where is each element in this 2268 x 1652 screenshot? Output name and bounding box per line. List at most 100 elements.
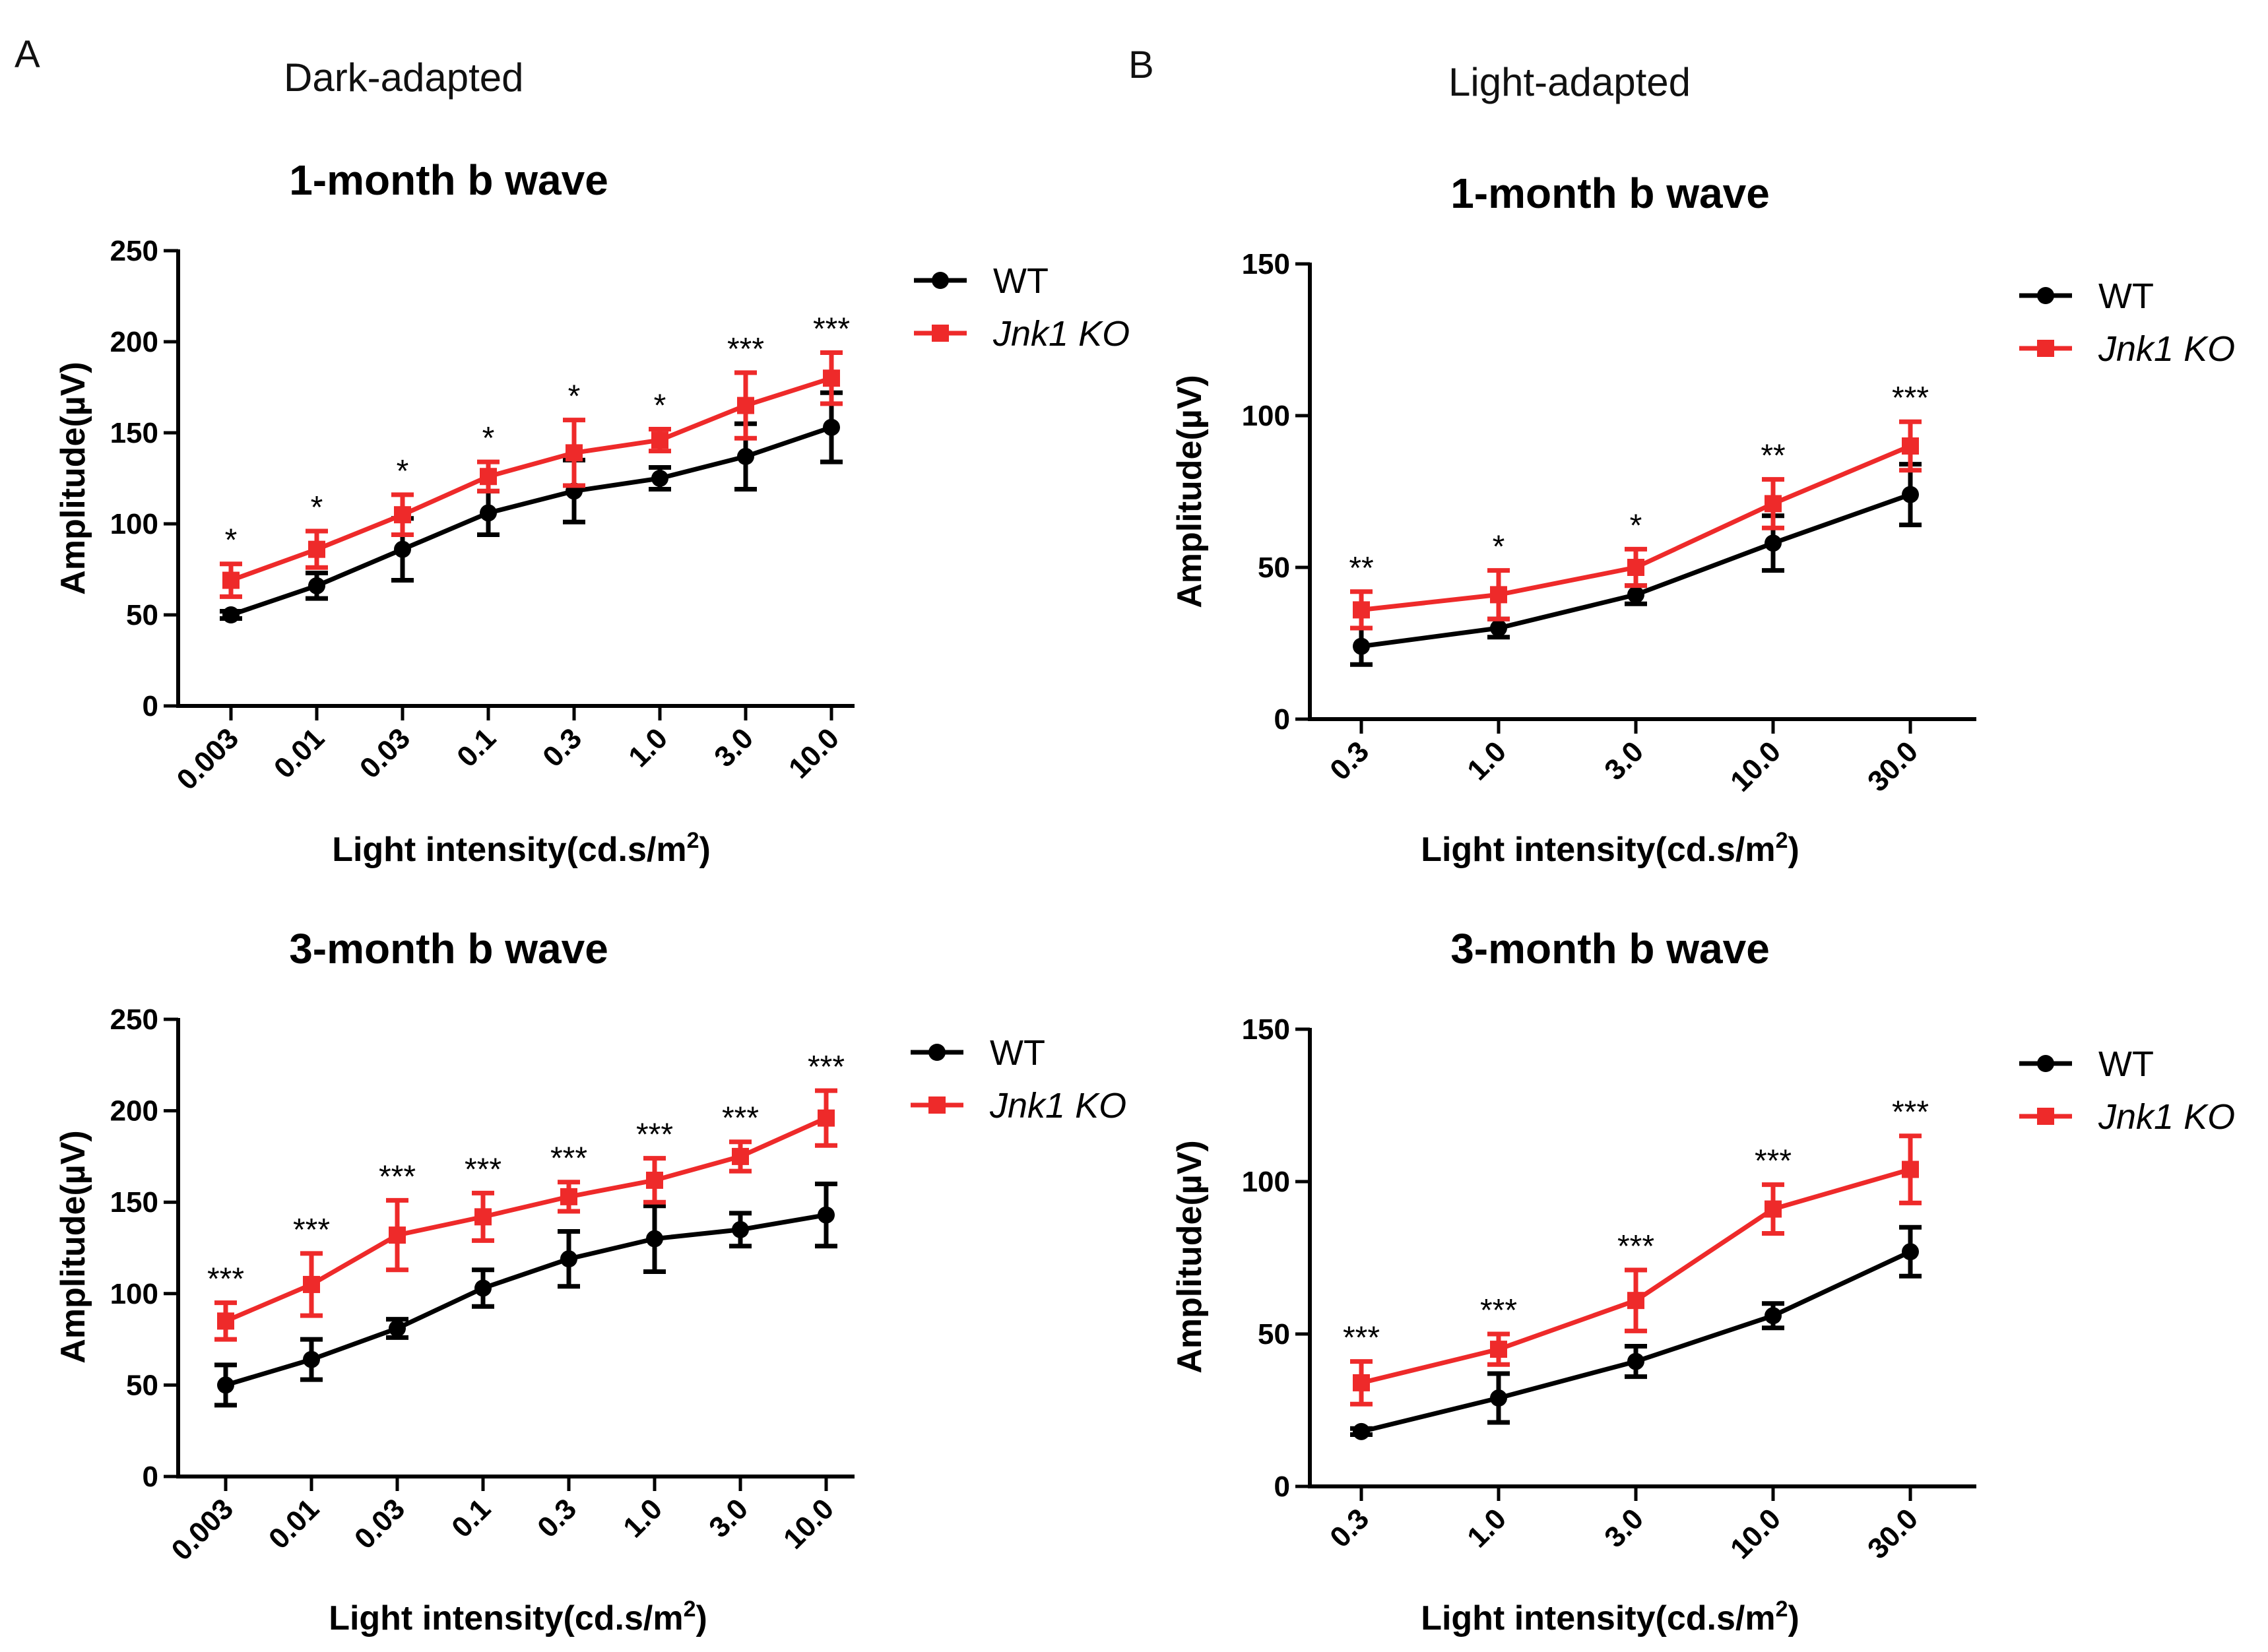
x-tick-label: 3.0 bbox=[1598, 1502, 1650, 1554]
data-point-ko bbox=[646, 1171, 663, 1189]
data-point-wt bbox=[1627, 586, 1644, 604]
y-axis-label: Amplitude(µV) bbox=[54, 1130, 92, 1364]
legend-marker-ko bbox=[932, 325, 949, 342]
y-tick-label: 250 bbox=[110, 1003, 158, 1036]
y-tick-label: 100 bbox=[110, 1278, 158, 1310]
data-point-ko bbox=[389, 1226, 406, 1244]
x-tick-label: 1.0 bbox=[622, 722, 674, 773]
x-axis-label: Light intensity(cd.s/m2) bbox=[1421, 1597, 1799, 1637]
chart-title: 3-month b wave bbox=[1450, 925, 1770, 972]
data-point-wt bbox=[1353, 1422, 1370, 1440]
legend-label-wt: WT bbox=[993, 261, 1049, 301]
data-point-wt bbox=[1627, 1352, 1644, 1370]
chart-title: 3-month b wave bbox=[289, 925, 608, 972]
significance-marker: *** bbox=[293, 1213, 330, 1248]
x-tick-label: 0.3 bbox=[1324, 735, 1375, 786]
data-point-ko bbox=[737, 397, 754, 414]
data-point-ko bbox=[732, 1147, 749, 1165]
legend-label-ko: Jnk1 KO bbox=[989, 1086, 1126, 1126]
y-axis-label: Amplitude(µV) bbox=[1171, 375, 1209, 608]
legend-marker-ko bbox=[2037, 1108, 2054, 1125]
data-point-ko bbox=[1765, 1200, 1782, 1218]
x-tick-label: 10.0 bbox=[1724, 735, 1787, 798]
significance-marker: *** bbox=[727, 332, 764, 367]
data-point-wt bbox=[823, 418, 840, 436]
data-point-wt bbox=[818, 1206, 835, 1224]
data-point-wt bbox=[1490, 620, 1507, 637]
significance-marker: *** bbox=[207, 1262, 244, 1297]
series-wt bbox=[220, 390, 843, 623]
significance-marker: *** bbox=[1480, 1293, 1517, 1328]
significance-marker: ** bbox=[1761, 439, 1785, 474]
data-point-ko bbox=[1353, 1374, 1370, 1391]
significance-marker: * bbox=[482, 421, 495, 456]
data-point-ko bbox=[1902, 1160, 1919, 1178]
y-tick-label: 150 bbox=[110, 417, 158, 449]
data-point-ko bbox=[308, 540, 325, 558]
y-tick-label: 150 bbox=[110, 1186, 158, 1219]
x-tick-label: 10.0 bbox=[1724, 1502, 1787, 1565]
panel-label-b: B bbox=[1128, 44, 1154, 86]
significance-marker: * bbox=[225, 523, 238, 558]
data-point-ko bbox=[651, 431, 668, 449]
x-tick-label: 0.1 bbox=[445, 1492, 497, 1544]
data-point-ko bbox=[1627, 559, 1644, 576]
y-tick-label: 0 bbox=[1274, 1471, 1290, 1503]
y-tick-label: 0 bbox=[143, 690, 158, 722]
significance-marker: *** bbox=[808, 1050, 845, 1085]
legend-marker-wt bbox=[932, 272, 949, 289]
x-tick-label: 10.0 bbox=[783, 722, 845, 784]
x-tick-label: 0.003 bbox=[166, 1492, 240, 1567]
y-tick-label: 50 bbox=[1258, 1318, 1290, 1350]
data-point-ko bbox=[1627, 1292, 1644, 1310]
x-tick-label: 1.0 bbox=[617, 1492, 668, 1544]
charts-group: 1-month b wave 0 50 100 150 200 250 0.003 0.01 0.… bbox=[54, 156, 2235, 1637]
data-point-wt bbox=[732, 1221, 749, 1238]
significance-marker: *** bbox=[636, 1118, 673, 1153]
data-point-ko bbox=[222, 571, 240, 589]
data-point-ko bbox=[303, 1275, 320, 1293]
y-tick-label: 100 bbox=[1242, 400, 1290, 432]
data-point-ko bbox=[480, 468, 497, 486]
section-title-dark: Dark-adapted bbox=[284, 55, 524, 100]
series-wt bbox=[1350, 1224, 1922, 1440]
legend-label-wt: WT bbox=[2098, 1044, 2154, 1084]
y-tick-label: 150 bbox=[1242, 1013, 1290, 1046]
series-line bbox=[230, 375, 833, 583]
series-jnk1-ko bbox=[220, 350, 843, 599]
x-tick-label: 1.0 bbox=[1461, 735, 1512, 786]
y-tick-label: 100 bbox=[1242, 1166, 1290, 1198]
data-point-ko bbox=[1353, 601, 1370, 619]
significance-marker: * bbox=[654, 388, 666, 423]
chart-title: 1-month b wave bbox=[289, 156, 608, 204]
y-tick-label: 50 bbox=[126, 599, 158, 631]
x-tick-label: 3.0 bbox=[708, 722, 760, 773]
significance-marker: * bbox=[1630, 508, 1642, 543]
significance-marker: *** bbox=[379, 1159, 416, 1194]
legend-label-ko: Jnk1 KO bbox=[2098, 1097, 2235, 1137]
data-point-wt bbox=[1490, 1389, 1507, 1407]
y-tick-label: 100 bbox=[110, 508, 158, 540]
x-tick-label: 0.003 bbox=[171, 722, 245, 796]
x-axis-label: Light intensity(cd.s/m2) bbox=[1421, 828, 1799, 869]
series-jnk1-ko bbox=[1350, 1133, 1922, 1407]
data-point-ko bbox=[1490, 586, 1507, 604]
legend-marker-ko bbox=[928, 1096, 946, 1114]
data-point-wt bbox=[651, 470, 668, 487]
y-tick-label: 0 bbox=[143, 1461, 158, 1493]
y-axis-label: Amplitude(µV) bbox=[1171, 1140, 1209, 1374]
legend-marker-wt bbox=[2037, 287, 2054, 304]
data-point-ko bbox=[818, 1109, 835, 1127]
y-tick-label: 200 bbox=[110, 1095, 158, 1128]
data-point-ko bbox=[1902, 437, 1919, 455]
data-point-wt bbox=[1353, 637, 1370, 655]
significance-marker: ** bbox=[1349, 551, 1373, 586]
significance-marker: *** bbox=[1617, 1229, 1654, 1264]
significance-marker: * bbox=[1493, 530, 1505, 565]
chart-light_3m: 3-month b wave 0 50 100 150 0.3 1.0 3.0 10.0 30.0… bbox=[1171, 925, 2235, 1637]
legend-label-ko: Jnk1 KO bbox=[2098, 329, 2235, 369]
data-point-wt bbox=[1902, 486, 1919, 503]
data-point-wt bbox=[737, 447, 754, 465]
x-tick-label: 0.3 bbox=[531, 1492, 583, 1544]
